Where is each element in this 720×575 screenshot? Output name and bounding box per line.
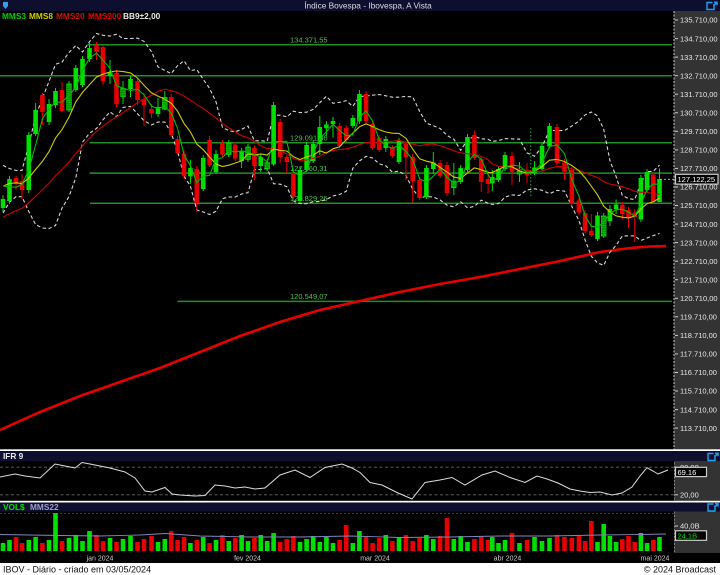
svg-text:© 2024 Broadcast: © 2024 Broadcast [644,564,717,574]
svg-text:135.710,00: 135.710,00 [680,16,718,25]
svg-text:mai 2024: mai 2024 [641,556,670,563]
svg-text:119.710,00: 119.710,00 [680,313,717,322]
svg-text:MMS8: MMS8 [29,11,53,21]
svg-text:IBOV - Diário - criado em 03/0: IBOV - Diário - criado em 03/05/2024 [3,564,151,574]
svg-text:125.829,26: 125.829,26 [290,194,328,203]
svg-text:MMS200: MMS200 [88,11,122,21]
svg-text:VOL$: VOL$ [3,502,25,512]
svg-text:20,00: 20,00 [680,490,699,499]
svg-text:113.710,00: 113.710,00 [680,424,717,433]
svg-text:114.710,00: 114.710,00 [680,405,717,414]
svg-text:40,0B: 40,0B [680,522,700,531]
svg-text:128.710,00: 128.710,00 [680,146,718,155]
svg-text:116.710,00: 116.710,00 [680,368,717,377]
svg-text:133.710,00: 133.710,00 [680,53,718,62]
svg-text:MMS20: MMS20 [56,11,85,21]
svg-text:127.122,25: 127.122,25 [678,175,716,184]
svg-text:117.710,00: 117.710,00 [680,350,717,359]
svg-text:IFR 9: IFR 9 [3,451,24,461]
svg-text:MMS22: MMS22 [30,502,59,512]
svg-text:123.710,00: 123.710,00 [680,238,718,247]
svg-text:130.710,00: 130.710,00 [680,109,718,118]
svg-text:abr 2024: abr 2024 [494,556,522,563]
svg-text:120.549,07: 120.549,07 [290,292,328,301]
svg-text:115.710,00: 115.710,00 [680,387,717,396]
svg-text:fev 2024: fev 2024 [234,556,261,563]
svg-text:131.710,00: 131.710,00 [680,90,718,99]
svg-text:134.371,55: 134.371,55 [290,36,328,45]
svg-text:126.710,00: 126.710,00 [680,183,718,192]
svg-text:mar 2024: mar 2024 [360,556,390,563]
svg-text:127.710,00: 127.710,00 [680,164,718,173]
svg-text:MMS3: MMS3 [2,11,26,21]
svg-text:129.091,36: 129.091,36 [290,134,328,143]
svg-text:129.710,00: 129.710,00 [680,127,718,136]
svg-text:121.710,00: 121.710,00 [680,275,718,284]
svg-text:69.16: 69.16 [678,468,697,477]
svg-text:125.710,00: 125.710,00 [680,201,718,210]
svg-text:120.710,00: 120.710,00 [680,294,718,303]
svg-text:24,1B: 24,1B [678,531,698,540]
svg-text:BB9±2,00: BB9±2,00 [123,11,161,21]
svg-text:134.710,00: 134.710,00 [680,34,718,43]
svg-text:122.710,00: 122.710,00 [680,257,718,266]
svg-text:jan 2024: jan 2024 [86,556,114,563]
svg-text:Índice Bovespa - Ibovespa, A V: Índice Bovespa - Ibovespa, A Vista [304,0,432,10]
svg-text:124.710,00: 124.710,00 [680,220,718,229]
svg-text:118.710,00: 118.710,00 [680,331,717,340]
svg-text:132.710,00: 132.710,00 [680,71,718,80]
